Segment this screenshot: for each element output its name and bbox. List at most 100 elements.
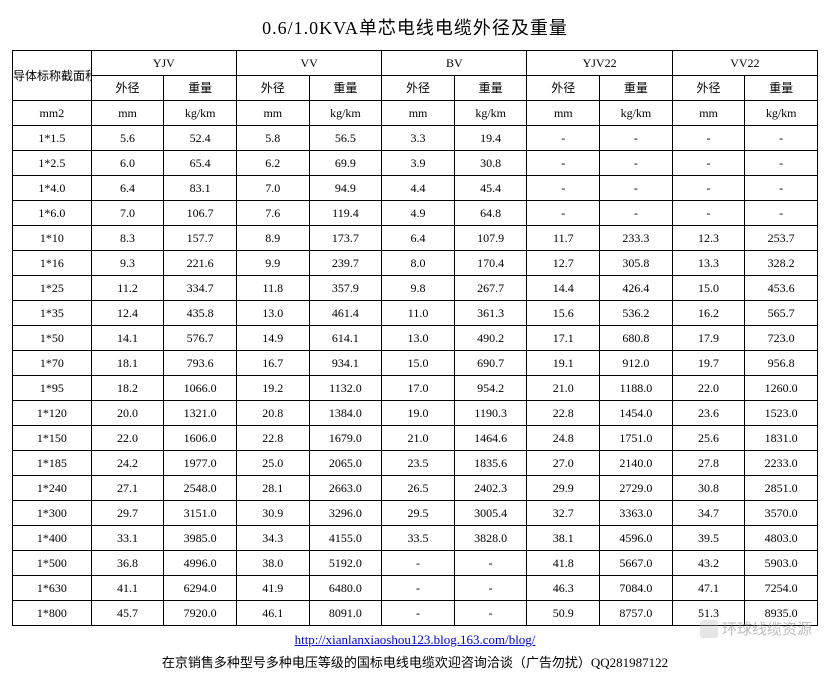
table-row: 1*9518.21066.019.21132.017.0954.221.0118… xyxy=(13,376,818,401)
cell-value: 34.3 xyxy=(236,526,309,551)
cell-value: 461.4 xyxy=(309,301,382,326)
cell-size: 1*120 xyxy=(13,401,92,426)
cell-value: 3.3 xyxy=(382,126,455,151)
cell-value: - xyxy=(745,201,818,226)
cell-value: 21.0 xyxy=(527,376,600,401)
unit-od: mm xyxy=(527,101,600,126)
cell-value: 157.7 xyxy=(164,226,237,251)
cell-value: 357.9 xyxy=(309,276,382,301)
cell-value: 1321.0 xyxy=(164,401,237,426)
watermark: 环球线缆资源 xyxy=(700,618,812,639)
cell-value: 17.9 xyxy=(672,326,745,351)
table-row: 1*108.3157.78.9173.76.4107.911.7233.312.… xyxy=(13,226,818,251)
unit-od: mm xyxy=(236,101,309,126)
cell-value: 16.7 xyxy=(236,351,309,376)
cell-value: 19.4 xyxy=(454,126,527,151)
cell-size: 1*150 xyxy=(13,426,92,451)
cell-value: 3363.0 xyxy=(600,501,673,526)
cell-value: 173.7 xyxy=(309,226,382,251)
table-row: 1*169.3221.69.9239.78.0170.412.7305.813.… xyxy=(13,251,818,276)
cell-value: 52.4 xyxy=(164,126,237,151)
table-row: 1*2.56.065.46.269.93.930.8---- xyxy=(13,151,818,176)
cell-value: 7254.0 xyxy=(745,576,818,601)
unit-wt: kg/km xyxy=(164,101,237,126)
cell-value: 11.2 xyxy=(91,276,164,301)
cell-value: 1523.0 xyxy=(745,401,818,426)
cell-value: 24.2 xyxy=(91,451,164,476)
cell-value: 38.0 xyxy=(236,551,309,576)
col-subheader-od: 外径 xyxy=(91,76,164,101)
cell-value: 20.0 xyxy=(91,401,164,426)
table-row: 1*18524.21977.025.02065.023.51835.627.02… xyxy=(13,451,818,476)
cell-value: 25.0 xyxy=(236,451,309,476)
cell-value: 334.7 xyxy=(164,276,237,301)
cell-value: 3828.0 xyxy=(454,526,527,551)
cell-size: 1*70 xyxy=(13,351,92,376)
cell-value: - xyxy=(527,176,600,201)
cell-value: 36.8 xyxy=(91,551,164,576)
table-row: 1*24027.12548.028.12663.026.52402.329.92… xyxy=(13,476,818,501)
cell-value: 32.7 xyxy=(527,501,600,526)
cell-value: 6.0 xyxy=(91,151,164,176)
cell-value: 7.0 xyxy=(236,176,309,201)
wechat-icon xyxy=(700,620,718,638)
col-header-type: YJV22 xyxy=(527,51,672,76)
cell-value: 1751.0 xyxy=(600,426,673,451)
cell-value: 934.1 xyxy=(309,351,382,376)
cell-value: 8.9 xyxy=(236,226,309,251)
col-subheader-wt: 重量 xyxy=(454,76,527,101)
cell-value: 64.8 xyxy=(454,201,527,226)
cell-value: - xyxy=(745,176,818,201)
cell-size: 1*630 xyxy=(13,576,92,601)
cell-value: 22.0 xyxy=(91,426,164,451)
col-subheader-wt: 重量 xyxy=(164,76,237,101)
cable-table: 导体标称截面积 YJV VV BV YJV22 VV22 外径 重量 外径 重量… xyxy=(12,50,818,626)
cell-size: 1*50 xyxy=(13,326,92,351)
cell-value: 3985.0 xyxy=(164,526,237,551)
cell-value: 453.6 xyxy=(745,276,818,301)
cell-value: 565.7 xyxy=(745,301,818,326)
footer-ad-text: 在京销售多种型号多种电压等级的国标电线电缆欢迎咨询洽谈（广告勿扰）QQ28198… xyxy=(12,650,818,677)
cell-value: 793.6 xyxy=(164,351,237,376)
cell-value: 912.0 xyxy=(600,351,673,376)
unit-wt: kg/km xyxy=(600,101,673,126)
table-row: 1*80045.77920.046.18091.0--50.98757.051.… xyxy=(13,601,818,626)
page-title: 0.6/1.0KVA单芯电线电缆外径及重量 xyxy=(12,8,818,50)
cell-value: 21.0 xyxy=(382,426,455,451)
cell-value: 4596.0 xyxy=(600,526,673,551)
source-link[interactable]: http://xianlanxiaoshou123.blog.163.com/b… xyxy=(295,632,536,647)
cell-value: - xyxy=(454,551,527,576)
cell-value: 1454.0 xyxy=(600,401,673,426)
cell-value: 29.5 xyxy=(382,501,455,526)
unit-od: mm xyxy=(672,101,745,126)
cell-value: 536.2 xyxy=(600,301,673,326)
cell-value: 41.1 xyxy=(91,576,164,601)
cell-value: 43.2 xyxy=(672,551,745,576)
cell-value: 12.4 xyxy=(91,301,164,326)
cell-value: - xyxy=(745,126,818,151)
unit-wt: kg/km xyxy=(454,101,527,126)
cell-value: 13.3 xyxy=(672,251,745,276)
cell-value: - xyxy=(600,126,673,151)
cell-value: 45.4 xyxy=(454,176,527,201)
cell-value: 490.2 xyxy=(454,326,527,351)
cell-value: 221.6 xyxy=(164,251,237,276)
cell-value: 11.7 xyxy=(527,226,600,251)
cell-value: 18.1 xyxy=(91,351,164,376)
cell-value: 29.7 xyxy=(91,501,164,526)
cell-value: 6480.0 xyxy=(309,576,382,601)
col-subheader-wt: 重量 xyxy=(745,76,818,101)
cell-value: 7.0 xyxy=(91,201,164,226)
cell-size: 1*10 xyxy=(13,226,92,251)
unit-od: mm xyxy=(91,101,164,126)
cell-value: 94.9 xyxy=(309,176,382,201)
cell-value: 13.0 xyxy=(236,301,309,326)
cell-value: 26.5 xyxy=(382,476,455,501)
cell-size: 1*500 xyxy=(13,551,92,576)
cell-value: 14.1 xyxy=(91,326,164,351)
cell-value: 8091.0 xyxy=(309,601,382,626)
cell-value: 15.0 xyxy=(382,351,455,376)
cell-value: 1384.0 xyxy=(309,401,382,426)
cell-value: 56.5 xyxy=(309,126,382,151)
table-row: 1*30029.73151.030.93296.029.53005.432.73… xyxy=(13,501,818,526)
